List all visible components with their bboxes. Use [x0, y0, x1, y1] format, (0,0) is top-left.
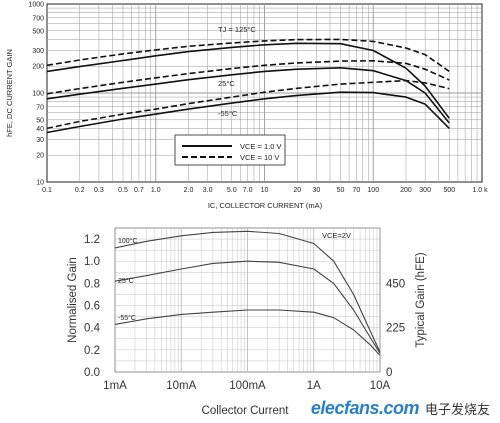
top-legend-box [174, 134, 286, 166]
bottom-series-line [114, 230, 381, 353]
bottom-y-axis-label: Normalised Gain [67, 257, 79, 343]
bottom-series-line [114, 309, 381, 356]
top-y-tick-label: 30 [36, 137, 44, 144]
top-x-tick-label: 5.0 [227, 187, 237, 194]
top-legend-label: VCE = 1.0 V [240, 142, 281, 151]
top-x-tick-label: 2.0 [184, 187, 194, 194]
top-y-tick-label: 300 [32, 48, 44, 55]
top-annotation: 25°C [218, 79, 235, 88]
top-chart: 10 20 30 40 50 70 100 200 300 500 700 1000 0.1 0.2 0.3… [5, 2, 488, 211]
top-x-tick-label: 200 [400, 187, 412, 194]
watermark-logo: elecfans.com [310, 398, 420, 418]
bottom-x-tick-label: 100mA [229, 380, 266, 392]
bottom-y2-tick-label: 450 [386, 278, 405, 290]
bottom-y2-tick-label: 225 [386, 323, 405, 335]
top-y-tick-label: 20 [36, 153, 44, 160]
top-annotation: TJ = 125°C [218, 25, 256, 34]
bottom-series-label: -55°C [118, 314, 136, 322]
top-x-tick-label: 0.2 [75, 187, 85, 194]
bottom-series-label: 100°C [118, 237, 138, 245]
top-x-axis-label: IC, COLLECTOR CURRENT (mA) [208, 201, 323, 210]
bottom-chart: 0.0 0.2 0.4 0.6 0.8 1.0 1.2 0 225 450 1mA 10mA 100mA… [67, 227, 427, 417]
bottom-y-tick-label: 0.2 [84, 345, 100, 357]
top-y-tick-label: 10 [36, 180, 44, 187]
top-series-line [46, 59, 450, 95]
top-y-tick-label: 500 [32, 28, 44, 35]
top-legend: VCE = 1.0 V VCE = 10 V [174, 134, 286, 166]
top-y-tick-label: 700 [32, 15, 44, 22]
top-y-axis-label: hFE, DC CURRENT GAIN [5, 49, 14, 137]
bottom-y-tick-label: 1.0 [84, 256, 100, 268]
bottom-y-tick-label: 0.8 [84, 278, 100, 290]
top-x-tick-label: 30 [312, 187, 320, 194]
top-x-tick-label: 3.0 [203, 187, 213, 194]
top-annotation: -55°C [218, 109, 238, 118]
top-series-line [46, 38, 450, 73]
top-series-line [46, 42, 450, 119]
bottom-x-tick-label: 10A [370, 380, 391, 392]
top-legend-label: VCE = 10 V [240, 153, 279, 162]
watermark: elecfans.com 电子发烧友 [311, 398, 490, 419]
top-x-tick-label: 500 [443, 187, 455, 194]
top-x-tick-label: 0.5 [118, 187, 128, 194]
bottom-y2-axis-label: Typical Gain (hFE) [415, 252, 427, 347]
top-y-tick-label: 1000 [28, 2, 44, 9]
top-y-tick-label: 50 [36, 117, 44, 124]
top-x-tick-label: 1.0 [151, 187, 161, 194]
top-x-tick-label: 0.3 [94, 187, 104, 194]
bottom-y-tick-label: 0.6 [84, 301, 100, 313]
bottom-series-line [114, 260, 381, 354]
top-x-tick-label: 50 [337, 187, 345, 194]
top-x-tick-label: 20 [293, 187, 301, 194]
top-x-tick-label: 1.0 k [472, 187, 488, 194]
bottom-y2-tick-label: 0 [386, 367, 392, 379]
top-x-tick-label: 0.1 [42, 187, 52, 194]
bottom-grid [115, 228, 380, 372]
bottom-x-tick-label: 10mA [166, 380, 196, 392]
bottom-y-tick-label: 1.2 [84, 234, 100, 246]
top-x-tick-label: 70 [353, 187, 361, 194]
top-y-tick-label: 40 [36, 126, 44, 133]
top-grid [47, 4, 482, 182]
top-x-tick-label: 100 [367, 187, 379, 194]
watermark-cn: 电子发烧友 [424, 402, 490, 417]
top-x-tick-label: 7.0 [243, 187, 253, 194]
top-y-tick-label: 70 [36, 104, 44, 111]
bottom-y-tick-label: 0.4 [84, 323, 101, 335]
bottom-annotation: VCE=2V [322, 231, 351, 240]
top-x-tick-label: 300 [419, 187, 431, 194]
top-series-line [46, 79, 450, 130]
top-x-tick-label: 10 [261, 187, 269, 194]
top-x-tick-label: 0.7 [134, 187, 144, 194]
bottom-series-label: 25°C [118, 277, 134, 285]
top-y-tick-label: 200 [32, 64, 44, 71]
top-series-line [46, 91, 450, 134]
bottom-x-axis-label: Collector Current [202, 405, 290, 417]
bottom-y-tick-label: 0.0 [84, 367, 100, 379]
bottom-x-tick-label: 1A [307, 380, 321, 392]
bottom-x-tick-label: 1mA [103, 380, 127, 392]
top-y-tick-label: 100 [32, 91, 44, 98]
